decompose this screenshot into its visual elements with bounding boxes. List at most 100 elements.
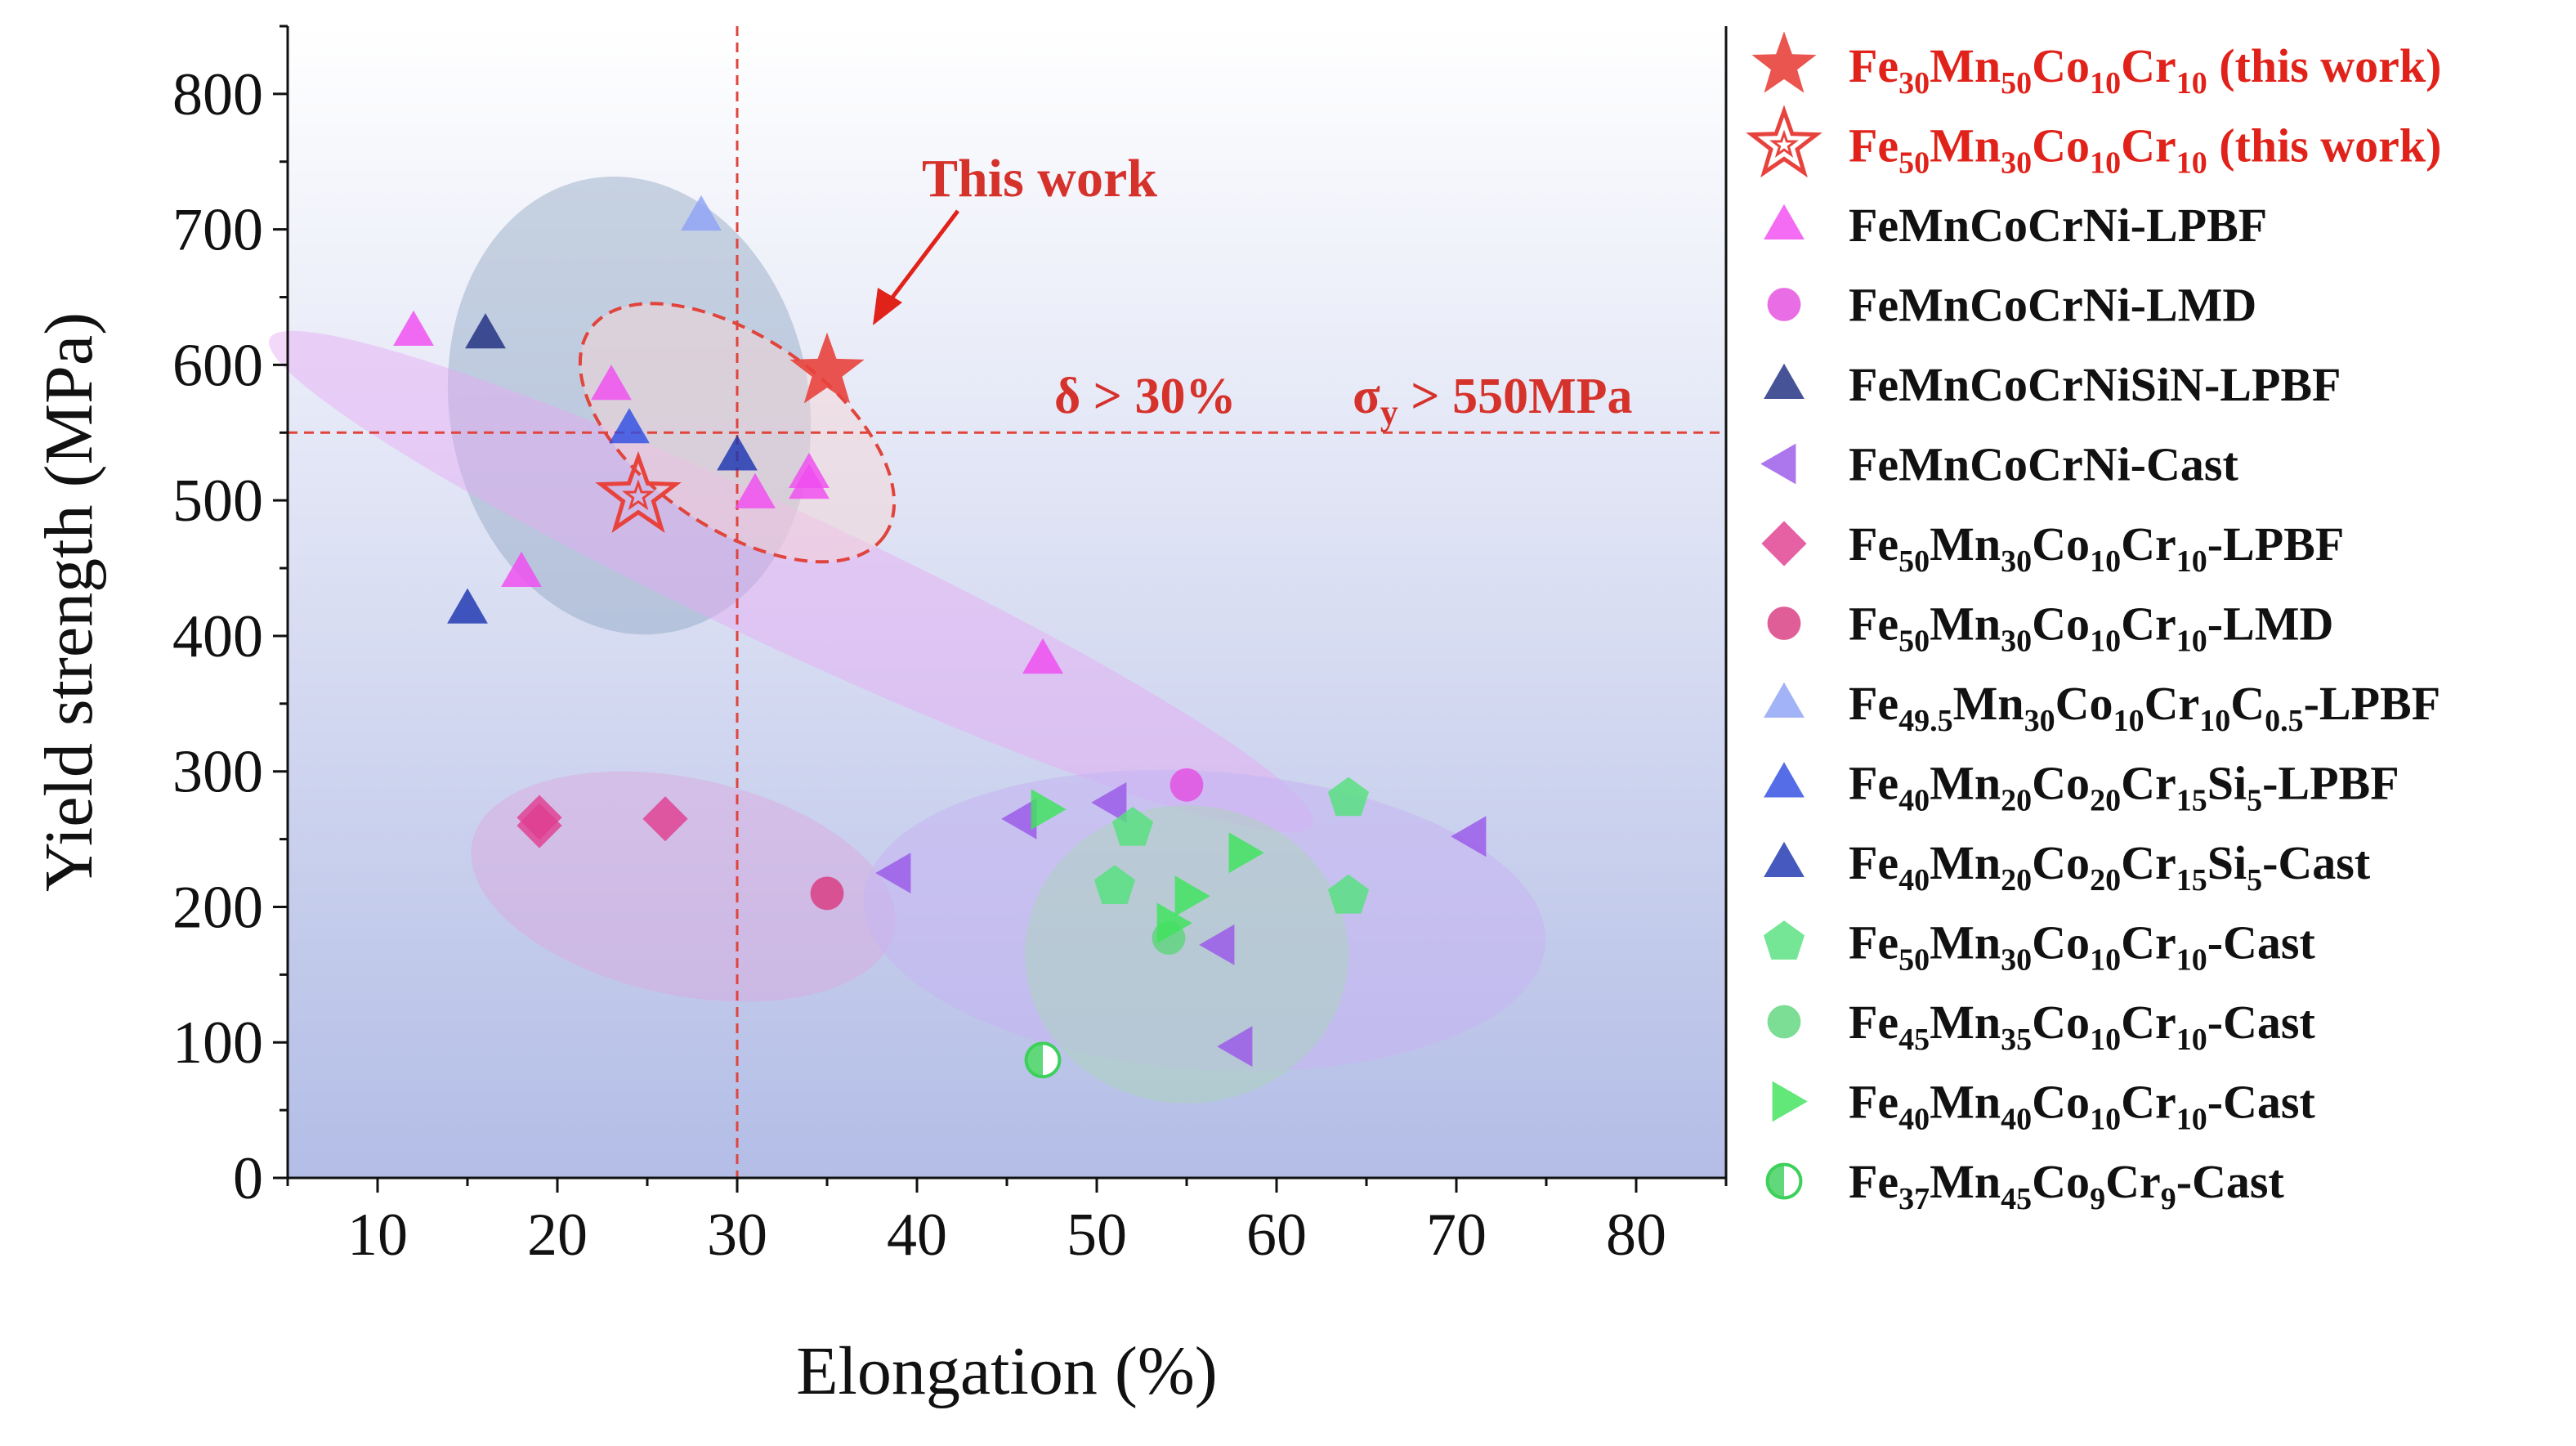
y-tick-label: 500 [172,468,263,535]
data-point-s6-1 [517,803,562,848]
series-13 [1031,789,1264,944]
legend-marker-0 [1751,31,1817,93]
data-point-s9-0 [609,408,650,444]
region-ellipse-1 [268,330,1314,833]
data-point-s5-1 [1001,798,1037,839]
legend-item-5: FeMnCoCrNi-Cast [1760,438,2238,491]
legend-item-12: Fe45Mn35Co10Cr10-Cast [1767,996,2315,1057]
legend-label-3: FeMnCoCrNi-LMD [1849,279,2256,332]
legend-item-6: Fe50Mn30Co10Cr10-LPBF [1761,517,2344,579]
data-point-s5-3 [1199,924,1235,965]
legend-marker-5 [1760,443,1796,485]
legend-label-2: FeMnCoCrNi-LPBF [1849,199,2267,252]
legend-item-0: Fe30Mn50Co10Cr10 (this work) [1751,31,2441,101]
legend-label-7: Fe50Mn30Co10Cr10-LMD [1849,598,2333,659]
data-point-s5-0 [875,853,911,893]
legend-marker-14-half [1767,1164,1784,1198]
legend-marker-8 [1764,682,1805,718]
data-point-s2-0 [393,310,434,346]
legend-label-12: Fe45Mn35Co10Cr10-Cast [1849,996,2315,1057]
y-tick-label: 0 [233,1145,263,1212]
data-points [393,195,1487,1079]
legend-marker-9 [1764,762,1805,798]
legend-label-14: Fe37Mn45Co9Cr9-Cast [1849,1155,2284,1216]
legend-marker-11 [1763,920,1805,960]
legend-item-10: Fe40Mn20Co20Cr15Si5-Cast [1764,836,2371,898]
y-tick-label: 300 [172,739,263,806]
legend-label-13: Fe40Mn40Co10Cr10-Cast [1849,1076,2315,1137]
legend: Fe30Mn50Co10Cr10 (this work) Fe50Mn30Co10… [1746,31,2441,1216]
data-point-s11-3 [1093,865,1136,904]
region-ellipse-4 [1025,805,1348,1104]
annotations: This work δ > 30% σy > 550MPa [873,149,1632,432]
series-10 [447,435,758,624]
legend-item-2: FeMnCoCrNi-LPBF [1764,199,2267,252]
legend-label-4: FeMnCoCrNiSiN-LPBF [1849,358,2341,411]
legend-marker-10 [1764,841,1805,877]
data-point-s1-0-inner [621,479,655,511]
region-ellipse-2 [471,771,896,1002]
data-point-s0-0 [789,332,865,404]
this-work-label: This work [922,149,1157,208]
legend-label-1: Fe50Mn30Co10Cr10 (this work) [1849,119,2441,181]
data-point-s7-0 [810,876,844,911]
data-point-s5-4 [1217,1026,1253,1068]
data-point-s10-0 [447,588,488,624]
y-tick-label: 600 [172,332,263,399]
legend-item-3: FeMnCoCrNi-LMD [1767,279,2256,332]
series-11 [1093,777,1370,914]
legend-marker-7 [1767,607,1801,640]
legend-marker-2 [1764,204,1805,240]
legend-label-0: Fe30Mn50Co10Cr10 (this work) [1849,39,2441,101]
series-4 [465,313,506,349]
legend-marker-1 [1746,105,1822,178]
legend-label-11: Fe50Mn30Co10Cr10-Cast [1849,916,2315,978]
data-point-s14-0-half [1026,1043,1043,1077]
delta-criterion-label: δ > 30% [1054,369,1237,424]
series-3 [1169,768,1204,802]
data-point-s11-1 [1327,777,1370,817]
series-8 [681,195,722,231]
data-point-s11-2 [1327,874,1370,914]
data-point-s13-3 [1156,902,1192,944]
series-14 [1024,1041,1062,1079]
series-5 [875,781,1487,1068]
data-point-s2-6 [1022,638,1063,674]
legend-item-8: Fe49.5Mn30Co10Cr10C0.5-LPBF [1764,677,2440,738]
x-axis-title: Elongation (%) [796,1333,1218,1409]
legend-item-4: FeMnCoCrNiSiN-LPBF [1764,358,2341,411]
legend-marker-13 [1772,1081,1808,1122]
y-tick-label: 100 [172,1010,263,1077]
x-tick-label: 70 [1426,1202,1487,1269]
data-point-s4-0 [465,313,506,349]
data-point-s1-0-outer [595,450,682,534]
data-point-s5-2 [1091,781,1127,823]
data-point-s11-0 [1111,806,1154,846]
data-point-s2-3 [735,472,776,508]
legend-item-9: Fe40Mn20Co20Cr15Si5-LPBF [1764,757,2399,818]
axes: 10 20 30 40 50 60 70 80010020030040050060070080… [31,25,1728,1409]
legend-marker-6 [1761,521,1807,566]
series-1 [595,450,682,534]
legend-marker-12 [1767,1005,1801,1039]
data-point-s13-0 [1031,789,1067,830]
x-tick-label: 80 [1606,1202,1666,1269]
data-point-s2-2 [501,551,542,587]
legend-label-5: FeMnCoCrNi-Cast [1849,438,2238,491]
data-point-s3-0 [1169,768,1204,802]
data-point-s10-1 [717,435,758,471]
legend-item-11: Fe50Mn30Co10Cr10-Cast [1763,916,2315,978]
x-tick-label: 40 [887,1202,947,1269]
data-point-s8-0 [681,195,722,231]
series-9 [609,408,650,444]
legend-marker-1-outer [1746,105,1822,178]
y-tick-label: 200 [172,874,263,941]
region-ellipse-3 [863,769,1546,1072]
data-point-s13-1 [1174,875,1210,917]
this-work-arrow-head [873,288,902,325]
legend-label-8: Fe49.5Mn30Co10Cr10C0.5-LPBF [1849,677,2440,738]
y-tick-label: 800 [172,61,263,128]
x-tick-label: 30 [707,1202,767,1269]
data-point-s2-5 [789,463,830,499]
